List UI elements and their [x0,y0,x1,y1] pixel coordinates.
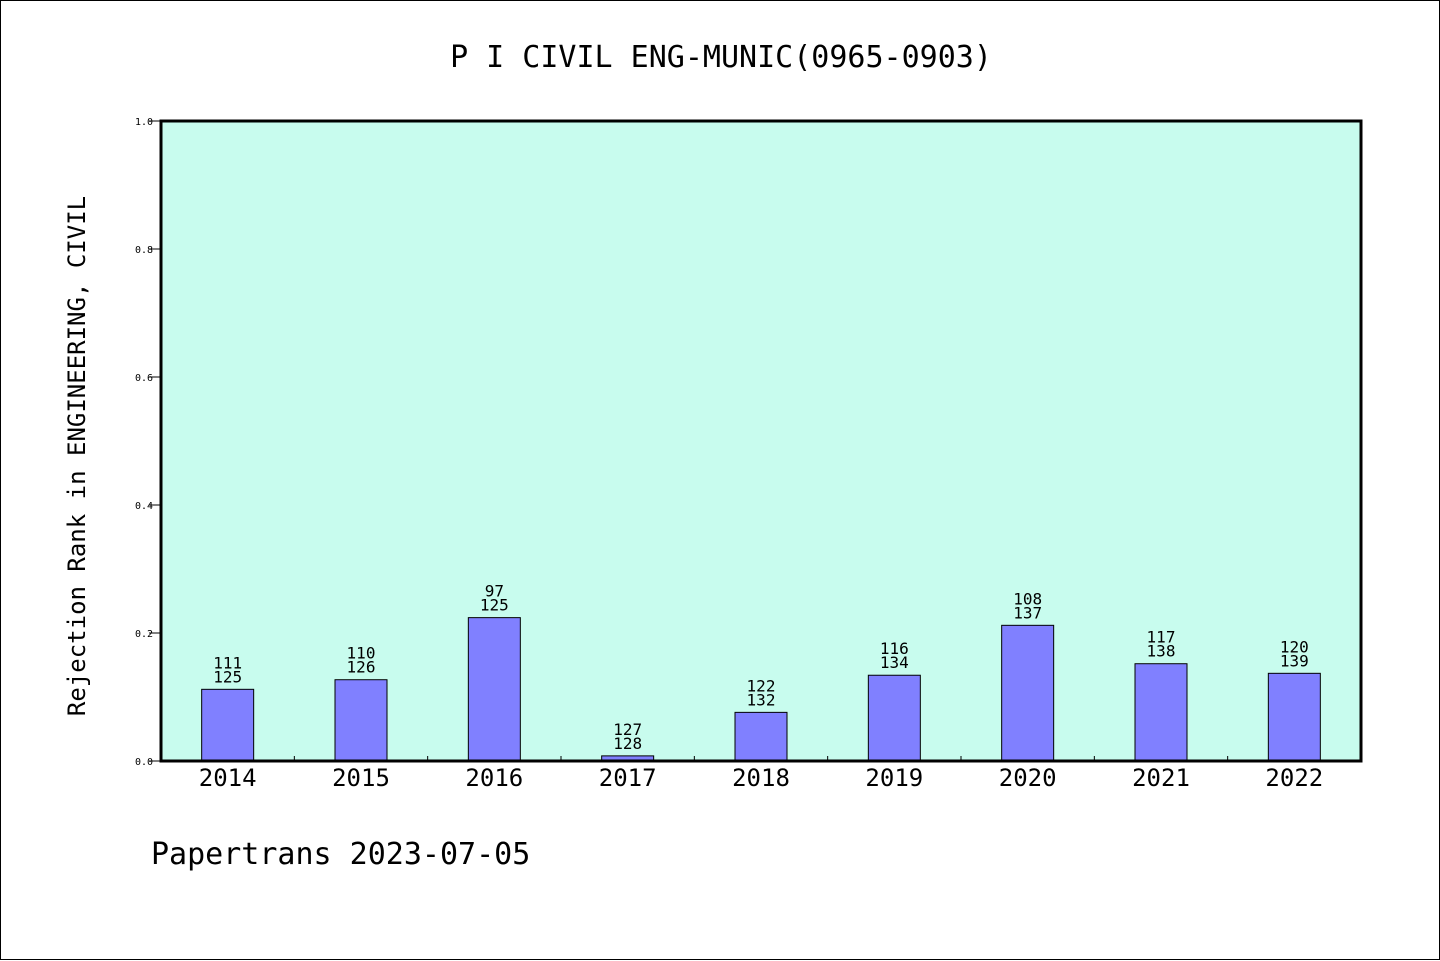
bar-2022 [1267,672,1321,762]
y-axis: 0.0 0.2 0.4 0.6 0.8 1.0 [135,117,161,768]
bar-label-bottom: 125 [480,596,509,615]
bar-label-bottom: 132 [747,690,776,709]
x-tick-label: 2016 [465,764,523,792]
bar-label-top: 127 [613,720,642,739]
bars-group [201,617,1321,762]
y-tick-label: 0.8 [135,245,153,256]
y-tick-label: 0.6 [135,373,153,384]
bar-label-top: 97 [485,582,504,601]
x-tick-label: 2014 [199,764,257,792]
y-axis-label: Rejection Rank in ENGINEERING, CIVIL [63,196,91,716]
bar-2016 [467,617,521,762]
bar-2020 [1001,624,1055,762]
bar-label-bottom: 134 [880,653,909,672]
bar-label-top: 120 [1280,637,1309,656]
bar-2018 [734,711,788,762]
x-tick-label: 2022 [1265,764,1323,792]
bar-label-bottom: 139 [1280,651,1309,670]
bar-label-bottom: 138 [1147,642,1176,661]
bar-label-top: 110 [347,644,376,663]
bar-2021 [1134,663,1188,762]
bar-label-top: 108 [1013,589,1042,608]
x-tick-label: 2015 [332,764,390,792]
bar-label-top: 117 [1147,628,1176,647]
x-tick-label: 2020 [999,764,1057,792]
bar-label-bottom: 126 [347,658,376,677]
bar-label-bottom: 128 [613,734,642,753]
x-tick-label: 2019 [865,764,923,792]
bar-label-top: 122 [747,676,776,695]
y-tick-label: 0.2 [135,629,153,640]
plot-background [161,121,1361,761]
bar-label-bottom: 125 [213,667,242,686]
y-tick-label: 1.0 [135,117,153,128]
bar-label-top: 111 [213,653,242,672]
chart-title: P I CIVIL ENG-MUNIC(0965-0903) [450,40,992,75]
plot-border [159,119,1363,763]
bar-label-bottom: 137 [1013,603,1042,622]
bar-label-top: 116 [880,639,909,658]
x-tick-label: 2021 [1132,764,1190,792]
bar-2014 [201,688,255,762]
bar-2019 [867,674,921,762]
x-axis: 2014 2015 2016 2017 2018 2019 2020 2021 2022 [199,756,1323,792]
bar-labels-group: 1111251101269712512712812213211613410813… [213,582,1309,753]
footer-text: Papertrans 2023-07-05 [151,837,530,872]
x-tick-label: 2017 [599,764,657,792]
y-tick-label: 0.4 [135,501,153,512]
bar-2015 [334,679,388,762]
y-tick-label: 0.0 [135,757,153,768]
x-tick-label: 2018 [732,764,790,792]
